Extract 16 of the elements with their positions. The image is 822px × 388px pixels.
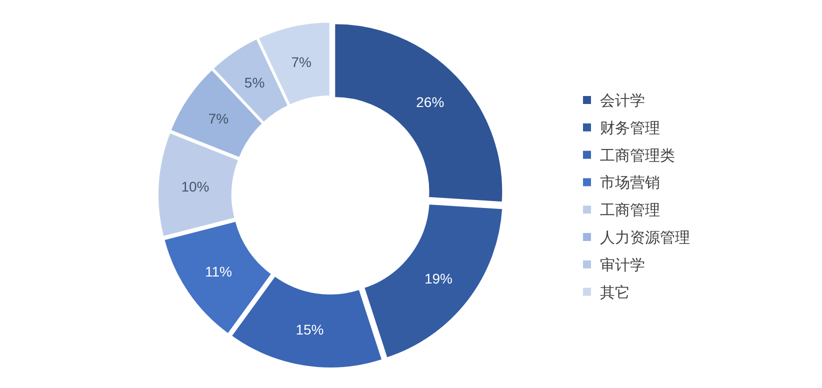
legend-label: 其它 xyxy=(600,284,630,302)
legend-label: 财务管理 xyxy=(600,120,660,137)
data-label: 7% xyxy=(291,54,312,70)
legend-label: 工商管理类 xyxy=(600,147,675,164)
legend-label: 市场营销 xyxy=(600,174,660,192)
data-label: 7% xyxy=(208,110,229,127)
data-label: 19% xyxy=(424,270,453,286)
data-label: 26% xyxy=(416,94,444,110)
data-label: 11% xyxy=(204,263,232,280)
legend-label: 会计学 xyxy=(600,92,645,110)
data-label: 10% xyxy=(181,178,210,194)
legend-label: 工商管理 xyxy=(600,202,660,220)
data-label: 15% xyxy=(296,321,324,338)
legend-label: 审计学 xyxy=(600,256,645,274)
data-label: 5% xyxy=(244,74,265,90)
legend-label: 人力资源管理 xyxy=(600,230,690,246)
